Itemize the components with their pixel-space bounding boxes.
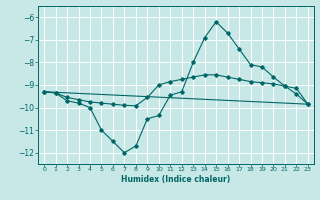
X-axis label: Humidex (Indice chaleur): Humidex (Indice chaleur) <box>121 175 231 184</box>
